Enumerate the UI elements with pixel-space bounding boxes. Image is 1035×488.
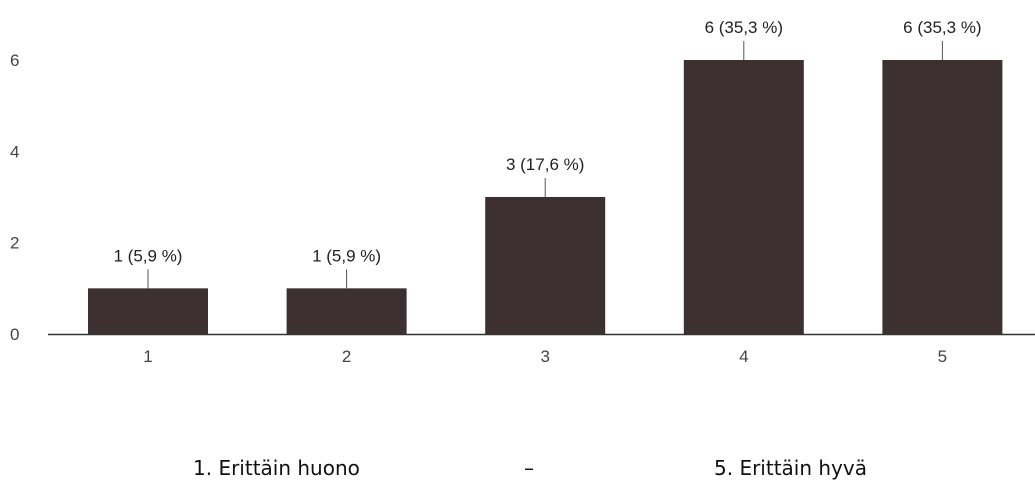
y-tick-label-3: 6 bbox=[10, 51, 19, 70]
x-tick-label-5: 5 bbox=[938, 347, 947, 366]
data-label-leaders bbox=[147, 41, 943, 289]
bar-chart: 0 2 4 6 1 (5,9 %) 1 (5,9 %) 3 (17,6 %) 6 (35,3… bbox=[10, 18, 1035, 366]
x-tick-label-1: 1 bbox=[143, 347, 152, 366]
data-label-3: 3 (17,6 %) bbox=[506, 155, 584, 174]
caption-scale-high: 5. Erittäin hyvä bbox=[714, 456, 867, 480]
data-label-4: 6 (35,3 %) bbox=[705, 18, 783, 37]
caption-separator: – bbox=[524, 456, 534, 480]
data-labels: 1 (5,9 %) 1 (5,9 %) 3 (17,6 %) 6 (35,3 %) 6 … bbox=[114, 18, 982, 265]
x-axis-ticks: 1 2 3 4 5 bbox=[143, 347, 947, 366]
data-label-1: 1 (5,9 %) bbox=[114, 246, 183, 265]
bar-3 bbox=[485, 197, 606, 334]
bar-2 bbox=[286, 288, 407, 334]
bar-1 bbox=[88, 288, 208, 334]
x-tick-label-4: 4 bbox=[739, 347, 748, 366]
bars bbox=[88, 60, 1003, 334]
x-tick-label-2: 2 bbox=[342, 347, 351, 366]
data-label-2: 1 (5,9 %) bbox=[312, 246, 381, 265]
x-tick-label-3: 3 bbox=[540, 347, 549, 366]
y-tick-label-2: 4 bbox=[10, 142, 19, 161]
caption-scale-low: 1. Erittäin huono bbox=[193, 456, 360, 480]
y-tick-label-0: 0 bbox=[10, 325, 19, 344]
y-axis-ticks: 0 2 4 6 bbox=[10, 51, 19, 344]
bar-5 bbox=[882, 60, 1003, 334]
y-tick-label-1: 2 bbox=[10, 234, 19, 253]
data-label-5: 6 (35,3 %) bbox=[903, 18, 981, 37]
bar-4 bbox=[683, 60, 804, 334]
